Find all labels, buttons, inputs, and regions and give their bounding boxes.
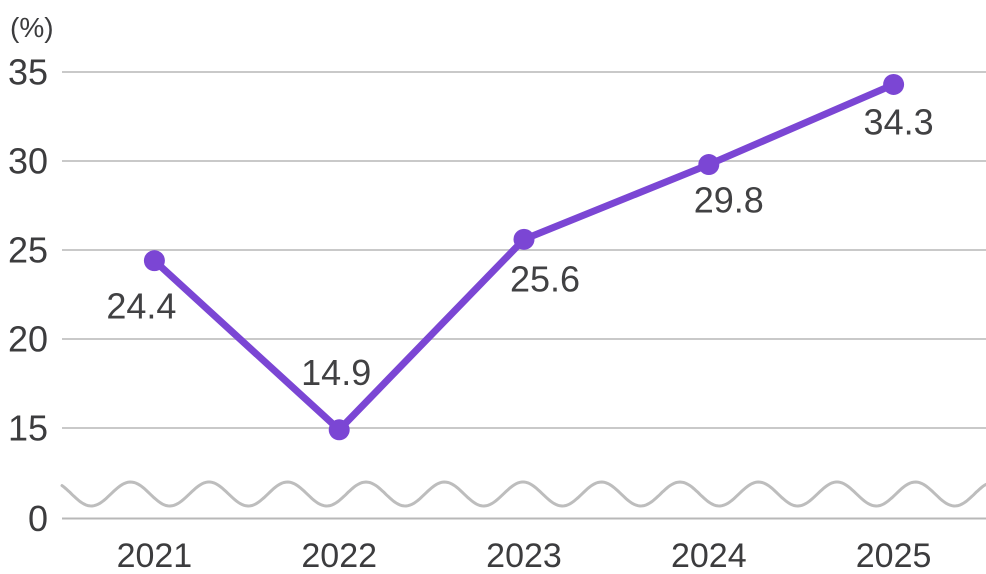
y-tick-label-0: 0 — [28, 498, 48, 539]
data-label-2024: 29.8 — [694, 180, 764, 221]
y-tick-label-15: 15 — [8, 408, 48, 449]
y-tick-label-35: 35 — [8, 52, 48, 93]
data-label-2023: 25.6 — [510, 258, 580, 299]
data-label-2022: 14.9 — [301, 352, 371, 393]
data-label-2025: 34.3 — [864, 101, 934, 142]
x-tick-label-2025: 2025 — [856, 537, 932, 574]
data-line — [150, 80, 898, 434]
data-point-2022[interactable] — [328, 419, 350, 441]
y-tick-label-25: 25 — [8, 230, 48, 271]
data-point-2021[interactable] — [143, 250, 165, 272]
data-point-2025[interactable] — [883, 73, 905, 95]
x-tick-label-2023: 2023 — [486, 537, 562, 574]
data-point-2023[interactable] — [513, 228, 535, 250]
data-point-2024[interactable] — [698, 154, 720, 176]
y-axis-unit-label: (%) — [10, 12, 54, 43]
y-tick-label-20: 20 — [8, 319, 48, 360]
axis-break-wave — [60, 480, 986, 508]
data-label-2021: 24.4 — [106, 286, 176, 327]
x-tick-label-2022: 2022 — [301, 537, 377, 574]
x-tick-label-2021: 2021 — [117, 537, 193, 574]
x-tick-label-2024: 2024 — [671, 537, 747, 574]
y-tick-label-30: 30 — [8, 141, 48, 182]
